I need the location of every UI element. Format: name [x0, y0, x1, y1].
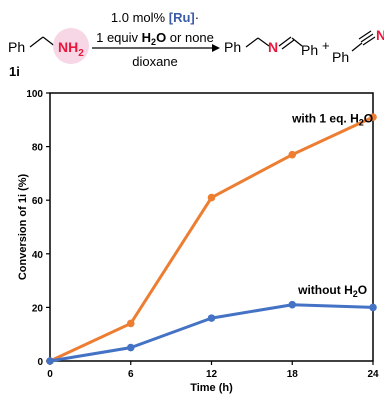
data-point	[126, 319, 135, 328]
series-label: without H2O	[297, 283, 367, 299]
data-point	[288, 150, 297, 159]
reactant-ph: Ph	[8, 39, 25, 55]
scheme-plus: +	[322, 38, 330, 53]
data-point	[288, 300, 297, 309]
product2-ph: Ph	[332, 49, 349, 65]
product1-double-bond-b	[281, 39, 295, 50]
product1-bond-3	[291, 37, 303, 47]
y-tick-label: 100	[26, 89, 43, 100]
x-tick-label: 0	[47, 369, 53, 380]
conditions-line-1: 1.0 mol% [Ru]·	[111, 10, 199, 25]
product1-double-bond-a	[278, 36, 292, 47]
conditions-solvent: dioxane	[132, 54, 178, 69]
product1-bond-1	[245, 37, 259, 48]
chart-axes: 0 20 40 60 80 100 0 6 12 18 24	[26, 89, 379, 380]
chart-series	[46, 113, 377, 365]
product2-triple-bond-c	[358, 30, 372, 40]
product1-ph-right: Ph	[301, 42, 318, 58]
reactant-nh2: NH2	[58, 39, 84, 59]
product1-ph-left: Ph	[224, 39, 241, 55]
product2-bond	[351, 42, 363, 52]
series-line	[49, 115, 374, 363]
product2-triple-bond-a	[360, 33, 374, 43]
conversion-chart: 0 20 40 60 80 100 0 6 12 18 24 with 1 eq. H2O witho…	[17, 89, 379, 394]
x-tick-label: 6	[128, 369, 134, 380]
nh2-highlight-circle	[53, 28, 89, 64]
data-point	[369, 113, 377, 121]
reactant-bond-1	[29, 36, 44, 48]
x-tick-label: 18	[287, 369, 299, 380]
y-tick-label: 20	[32, 303, 44, 314]
chart-series-labels: with 1 eq. H2O without H2O	[291, 111, 373, 299]
y-tick-label: 60	[32, 196, 44, 207]
reaction-scheme: Ph NH2 1i 1.0 mol% [Ru]· 1 equiv H2O or …	[8, 10, 384, 79]
product1-bond-2	[257, 37, 270, 47]
y-tick-label: 80	[32, 143, 44, 154]
y-tick-label: 40	[32, 250, 44, 261]
x-tick-label: 12	[206, 369, 218, 380]
reaction-arrowhead-icon	[212, 44, 220, 52]
conditions-line-2: 1 equiv H2O or none	[96, 30, 214, 47]
series-line	[49, 303, 374, 363]
data-point	[126, 343, 135, 352]
x-axis-label: Time (h)	[190, 382, 233, 394]
data-point	[207, 314, 216, 322]
y-axis-label: Conversion of 1i (%)	[17, 173, 29, 280]
series-label: with 1 eq. H2O	[291, 111, 373, 127]
x-tick-label: 24	[367, 369, 379, 380]
product1-nitrogen: N	[268, 39, 278, 55]
product2-triple-bond-b	[362, 36, 376, 46]
data-point	[46, 357, 54, 365]
product2-nitrogen: N	[376, 27, 384, 43]
compound-label: 1i	[9, 64, 20, 79]
y-tick-label: 0	[37, 357, 43, 368]
data-point	[207, 193, 216, 202]
data-point	[369, 303, 377, 312]
